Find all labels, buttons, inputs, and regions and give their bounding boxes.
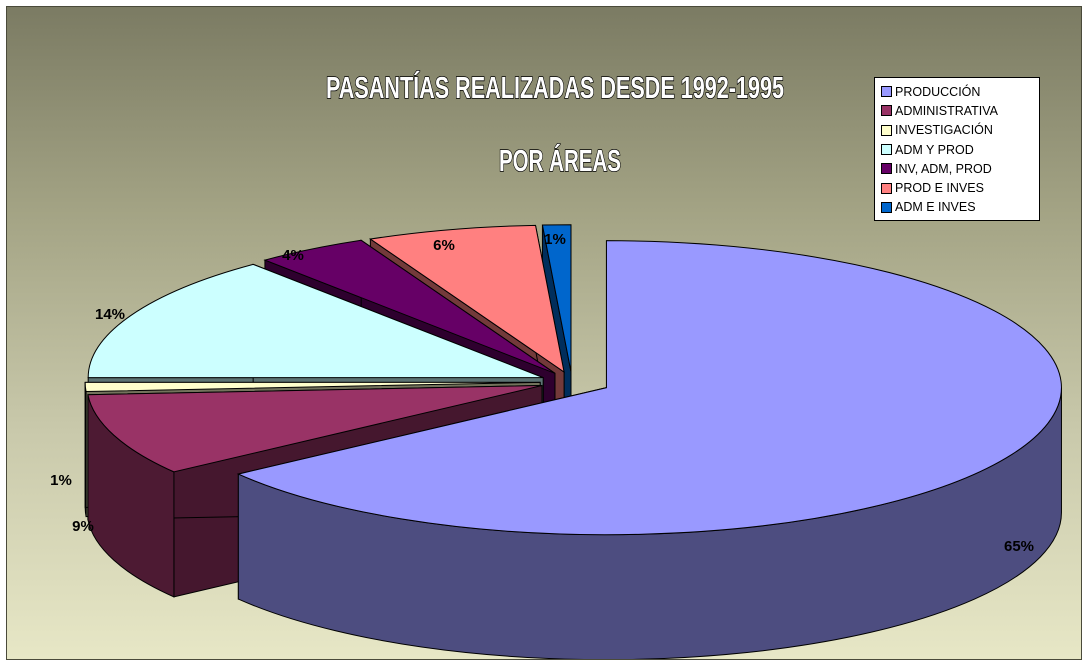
legend-item: INVESTIGACIÓN — [881, 121, 1039, 140]
legend-swatch — [881, 201, 892, 213]
pie-slice-top — [369, 224, 565, 374]
chart-title: PASANTÍAS REALIZADAS DESDE 1992-1995 — [326, 70, 784, 105]
pie-slice-top — [84, 381, 541, 393]
legend-item: PROD E INVES — [881, 178, 1039, 197]
legend-label: INV, ADM, PROD — [895, 161, 992, 176]
pie-slice — [236, 240, 1062, 659]
data-label: 1% — [50, 472, 72, 489]
legend-label: PROD E INVES — [895, 181, 984, 196]
legend-swatch — [881, 163, 892, 175]
legend-label: ADMINISTRATIVA — [895, 103, 999, 118]
legend-item: ADMINISTRATIVA — [881, 101, 1039, 120]
data-label: 6% — [433, 237, 455, 254]
data-label: 65% — [1004, 538, 1034, 555]
chart-subtitle: POR ÁREAS — [499, 143, 621, 178]
chart-area: PASANTÍAS REALIZADAS DESDE 1992-1995 POR… — [6, 6, 1082, 660]
pie-slice-top — [541, 224, 572, 372]
legend-item: PRODUCCIÓN — [881, 82, 1039, 101]
pie-slice-top — [236, 240, 1062, 536]
data-label: 1% — [544, 231, 566, 248]
legend-swatch — [881, 124, 892, 136]
legend-label: PRODUCCIÓN — [895, 84, 981, 99]
legend-swatch — [881, 182, 892, 194]
legend-label: INVESTIGACIÓN — [895, 123, 993, 138]
data-label: 4% — [282, 247, 304, 264]
legend-item: ADM E INVES — [881, 198, 1039, 217]
pie-slice-top — [87, 384, 543, 473]
data-labels: 65% 9% 1% 14% 4% 6% 1% — [50, 231, 1034, 555]
data-label: 14% — [95, 306, 125, 323]
pie-slice-top — [263, 239, 556, 374]
legend-swatch — [881, 86, 892, 98]
legend-label: ADM E INVES — [895, 200, 976, 215]
data-label: 9% — [72, 518, 94, 535]
pie-slice-side — [84, 382, 87, 517]
pie-chart: PASANTÍAS REALIZADAS DESDE 1992-1995 POR… — [50, 69, 1062, 659]
pie-slice-top — [87, 263, 544, 379]
legend-item: ADM Y PROD — [881, 140, 1039, 159]
legend: PRODUCCIÓN ADMINISTRATIVA INVESTIGACIÓN ADM… — [874, 77, 1040, 222]
legend-swatch — [881, 105, 892, 117]
pie-slices — [84, 224, 1062, 659]
legend-swatch — [881, 144, 892, 156]
legend-item: INV, ADM, PROD — [881, 159, 1039, 178]
legend-label: ADM Y PROD — [895, 142, 974, 157]
